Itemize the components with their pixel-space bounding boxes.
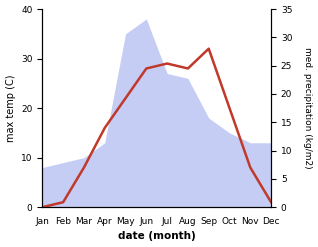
Y-axis label: med. precipitation (kg/m2): med. precipitation (kg/m2) — [303, 47, 313, 169]
X-axis label: date (month): date (month) — [118, 231, 196, 242]
Y-axis label: max temp (C): max temp (C) — [5, 74, 16, 142]
